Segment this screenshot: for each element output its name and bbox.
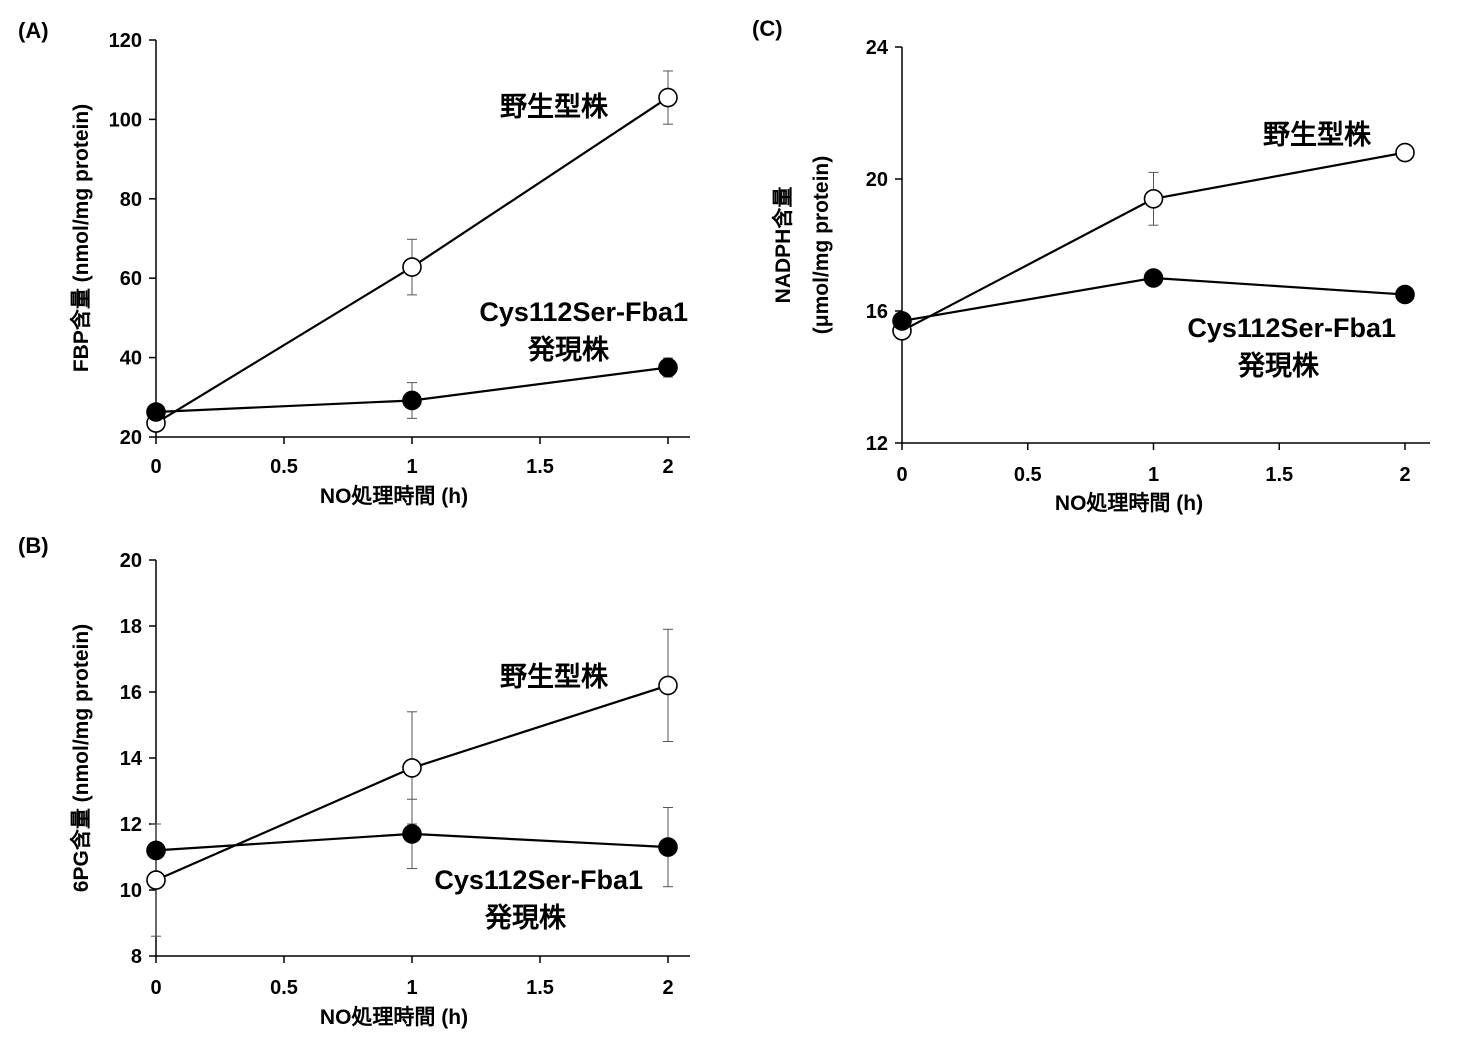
y-tick-label: 16 bbox=[120, 682, 142, 704]
x-tick-label: 2 bbox=[662, 456, 673, 478]
x-tick-label: 0 bbox=[150, 977, 161, 999]
y-tick-label: 40 bbox=[120, 348, 142, 370]
y-tick-label: 8 bbox=[131, 946, 142, 968]
series-wild-type: 野生型株 bbox=[146, 628, 678, 937]
series-wild-type: 野生型株 bbox=[146, 70, 678, 433]
series-cys112ser-fba1: Cys112Ser-Fba1 発現株 bbox=[892, 268, 1415, 381]
data-point bbox=[402, 824, 422, 844]
y-tick-label: 24 bbox=[866, 37, 889, 59]
series-label: 野生型株 bbox=[500, 662, 609, 692]
data-point bbox=[1395, 284, 1415, 305]
y-axis-title-unit: (μmol/mg protein) bbox=[810, 156, 833, 335]
series-cys112ser-fba1: Cys112Ser-Fba1 発現株 bbox=[146, 297, 688, 422]
y-tick-label: 100 bbox=[109, 109, 142, 131]
series-cys112ser-fba1: Cys112Ser-Fba1 発現株 bbox=[146, 798, 678, 933]
x-tick-label: 0.5 bbox=[1014, 464, 1042, 486]
x-axis-title: NO処理時間 (h) bbox=[320, 484, 468, 508]
x-tick-label: 1.5 bbox=[526, 456, 554, 478]
x-tick-label: 1 bbox=[406, 456, 417, 478]
data-point bbox=[1143, 189, 1164, 209]
y-tick-label: 14 bbox=[120, 748, 143, 770]
y-tick-label: 20 bbox=[120, 427, 142, 449]
data-point bbox=[658, 87, 678, 108]
x-tick-label: 0 bbox=[896, 464, 907, 486]
x-tick-label: 1.5 bbox=[526, 977, 554, 999]
series-label: Cys112Ser-Fba1 bbox=[434, 865, 643, 895]
data-point bbox=[1395, 142, 1415, 163]
panel-label: (A) bbox=[18, 18, 49, 43]
data-point bbox=[146, 402, 166, 422]
x-tick-label: 2 bbox=[1399, 464, 1410, 486]
x-axis-title: NO処理時間 (h) bbox=[1055, 491, 1203, 515]
x-axis-title: NO処理時間 (h) bbox=[320, 1005, 468, 1029]
data-point bbox=[146, 870, 166, 890]
data-point bbox=[402, 257, 422, 277]
x-tick-label: 0.5 bbox=[270, 977, 298, 999]
panel-c: (C) 12 16 20 24 0 0.5 1 1.5 2 NO処理時間 (h) NADPH含量 (μm… bbox=[752, 16, 1430, 515]
series-label: 発現株 bbox=[527, 335, 610, 365]
x-tick-label: 1 bbox=[1148, 464, 1159, 486]
series-wild-type: 野生型株 bbox=[892, 120, 1415, 341]
y-tick-label: 80 bbox=[120, 189, 142, 211]
x-tick-label: 0 bbox=[150, 456, 161, 478]
data-point bbox=[402, 758, 422, 778]
data-point bbox=[1143, 268, 1164, 288]
data-point bbox=[892, 311, 912, 331]
y-axis-title: 6PG含量 (nmol/mg protein) bbox=[69, 624, 93, 892]
x-tick-label: 2 bbox=[662, 977, 673, 999]
series-label: 野生型株 bbox=[1263, 120, 1372, 150]
y-tick-label: 18 bbox=[120, 616, 142, 638]
panel-b: (B) 8 10 12 14 16 18 20 0 0.5 1 1.5 2 NO処理時間 (h) 6PG含量… bbox=[18, 533, 690, 1029]
panel-a: (A) 20 40 60 80 100 120 0 0.5 1 1.5 2 NO処理時間 (h) FBP含… bbox=[18, 18, 690, 508]
y-tick-label: 16 bbox=[866, 301, 888, 323]
y-tick-label: 60 bbox=[120, 268, 142, 290]
panel-label: (C) bbox=[752, 16, 783, 41]
y-axis-title: NADPH含量 bbox=[771, 187, 795, 304]
series-label: Cys112Ser-Fba1 bbox=[479, 297, 688, 327]
series-label: 発現株 bbox=[484, 903, 567, 933]
series-label: 発現株 bbox=[1237, 351, 1320, 381]
data-point bbox=[658, 357, 678, 378]
data-point bbox=[146, 840, 166, 861]
y-tick-label: 12 bbox=[866, 433, 888, 455]
data-point bbox=[402, 390, 422, 411]
y-tick-label: 20 bbox=[866, 169, 888, 191]
x-tick-label: 1.5 bbox=[1265, 464, 1293, 486]
y-tick-label: 10 bbox=[120, 880, 142, 902]
series-label: 野生型株 bbox=[500, 92, 609, 122]
y-tick-label: 120 bbox=[109, 30, 142, 52]
y-axis-title: FBP含量 (nmol/mg protein) bbox=[69, 104, 93, 372]
y-tick-label: 12 bbox=[120, 814, 142, 836]
series-label: Cys112Ser-Fba1 bbox=[1187, 313, 1396, 343]
y-tick-label: 20 bbox=[120, 550, 142, 572]
x-tick-label: 1 bbox=[406, 977, 417, 999]
data-point bbox=[658, 837, 678, 857]
data-point bbox=[658, 675, 678, 696]
panel-label: (B) bbox=[18, 533, 49, 558]
x-tick-label: 0.5 bbox=[270, 456, 298, 478]
